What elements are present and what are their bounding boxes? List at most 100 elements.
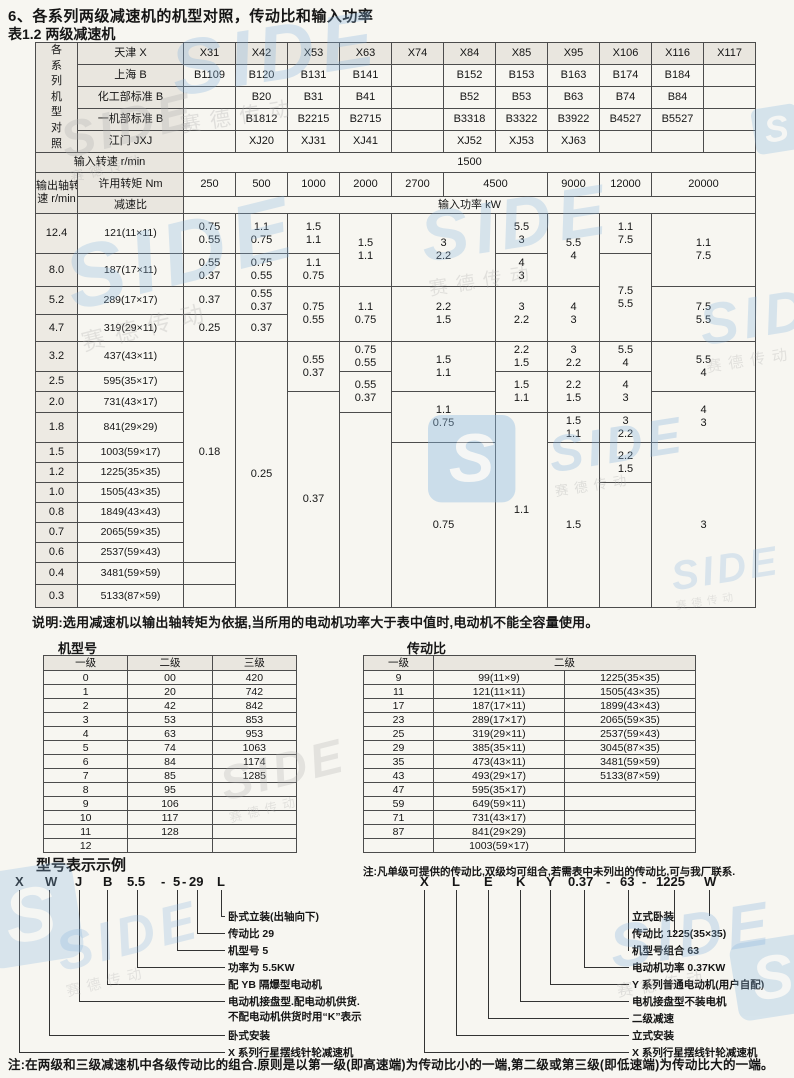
cell: 74 [127,740,213,755]
series-name: 上海 B [77,64,184,88]
table-row: 2 42 842 [42,698,298,713]
connector-line [456,890,457,1035]
cell: 53 [127,712,213,727]
reduction-ratio: 595(35×17) [77,371,184,393]
cell: 121(11×11) [433,684,565,699]
cell: 95 [127,782,213,797]
reduction-ratio: 1849(43×43) [77,502,184,524]
reduction-ratio: 5133(87×59) [77,584,184,609]
model-cell: B174 [599,64,652,88]
model-cell: B4527 [599,108,652,132]
cell: 742 [211,684,298,699]
connector-line [79,1001,225,1002]
reducer-power-table: 各系列机型对照天津 X X31 X42 X53 X63 X74 X84 X85 X95 X106 X… [35,41,756,609]
cell: 385(35×11) [433,740,565,755]
connector-line [107,890,108,984]
cell: 12 [42,838,129,853]
power-value: 7.5 5.5 [651,286,756,343]
power-value: 0.55 0.37 [235,286,288,316]
power-value: 1.5 1.1 [495,371,548,414]
reduction-ratio: 2065(59×35) [77,522,184,544]
cell: 953 [211,726,298,741]
connector-line [456,1035,629,1036]
connector-line [424,1052,629,1053]
power-value: 2.2 1.5 [391,286,496,343]
connector-line [49,1035,225,1036]
torque-header: 许用转矩 Nm [77,172,184,198]
designation-code-token: 5.5 [127,874,146,889]
table-row: 输出轴转速 r/min 许用转矩 Nm 250 500 1000 2000 2700 4500… [35,172,756,215]
reduction-ratio: 1225(35×35) [77,462,184,484]
power-value: 3 [651,442,756,609]
model-cell: XJ20 [235,130,288,154]
output-speed: 1.2 [35,462,78,484]
power-value: 1.5 1.1 [287,213,340,255]
model-cell [651,130,704,154]
transmission-ratio-table: 一级 二级 9 99(11×9) 1225(35×35) 11 121(11×11) 1505… [363,655,696,853]
cell: 2 [42,698,129,713]
reduction-ratio: 3481(59×59) [77,562,184,586]
table-row: 5 74 1063 [42,740,298,755]
series-name: 天津 X [77,41,184,66]
cell [564,838,696,853]
table-row: 一机部标准 B B1812 B2215 B2715 B3318 B3322 B3922 B45… [36,108,756,132]
reduction-ratio: 289(17×17) [77,286,184,316]
connector-line [584,967,629,968]
connector-line [628,890,629,950]
column-header: 二级 [433,655,696,671]
designation-code-token: - [182,874,187,889]
table-row: 一级 二级 三级 [42,655,298,671]
model-cell: X42 [235,41,288,66]
designation-code-token: J [75,874,83,889]
input-speed-label: 输入转速 r/min [35,152,184,174]
power-value [599,482,652,609]
model-cell: B184 [651,64,704,88]
designation-code-token: X [15,874,24,889]
torque-value: 2000 [339,172,392,198]
power-value: 0.25 [235,341,288,609]
column-header: 三级 [211,655,298,671]
table-row: 0 00 420 [42,670,298,685]
model-cell [391,64,444,88]
designation-label: 机型号组合 63 [632,945,700,957]
model-number-table: 一级 二级 三级 0 00 420 1 20 742 2 42 842 3 53 853 4 63 953 5 74 1… [42,655,298,853]
cell: 319(29×11) [433,726,565,741]
designation-code-token: L [217,874,225,889]
cell: 59 [363,796,434,811]
torque-value: 250 [183,172,236,198]
torque-value: 2700 [391,172,444,198]
power-value: 1.1 7.5 [599,213,652,255]
table-row: 10 117 [42,810,298,825]
designation-label: 传动比 1225(35×35) [632,928,727,940]
model-cell: B52 [443,86,496,110]
bottom-note: 注:在两级和三级减速机中各级传动比的组合.原则是以第一级(即高速端)为传动比小的… [8,1058,774,1072]
page-title: 6、各系列两级减速机的机型对照，传动比和输入功率 [8,8,374,25]
model-cell: B153 [495,64,548,88]
designation-label: 传动比 29 [228,928,275,940]
torque-value: 9000 [547,172,600,198]
cell: 493(29×17) [433,768,565,783]
cell: 2065(59×35) [564,712,696,727]
designation-label: 电动机功率 0.37KW [632,962,726,974]
model-cell: B20 [235,86,288,110]
power-header: 输入功率 kW [183,196,756,215]
designation-label: X 系列行星摆线针轮减速机 [632,1047,758,1059]
column-header: 一级 [42,655,129,671]
model-cell: X116 [651,41,704,66]
table-row: 11 128 [42,824,298,839]
table-row: 1.2 1225(35×35) [35,462,756,484]
table-row: 9 106 [42,796,298,811]
output-speed: 4.7 [35,314,78,343]
cell: 71 [363,810,434,825]
connector-line [488,890,489,1018]
cell: 7 [42,768,129,783]
cell: 63 [127,726,213,741]
connector-line [19,890,20,1052]
designation-diagram-left: X W J B 5.5-5-29 L 卧式立装(出轴向下) 传动比 29 机型号 5 功率为 5.… [15,874,415,1069]
selection-note: 说明:选用减速机以输出轴转矩为依据,当所用的电动机功率大于表中值时,电动机不能全… [32,615,599,630]
torque-value: 4500 [443,172,548,198]
designation-label: 功率为 5.5KW [228,962,295,974]
power-value: 1.1 0.75 [235,213,288,255]
